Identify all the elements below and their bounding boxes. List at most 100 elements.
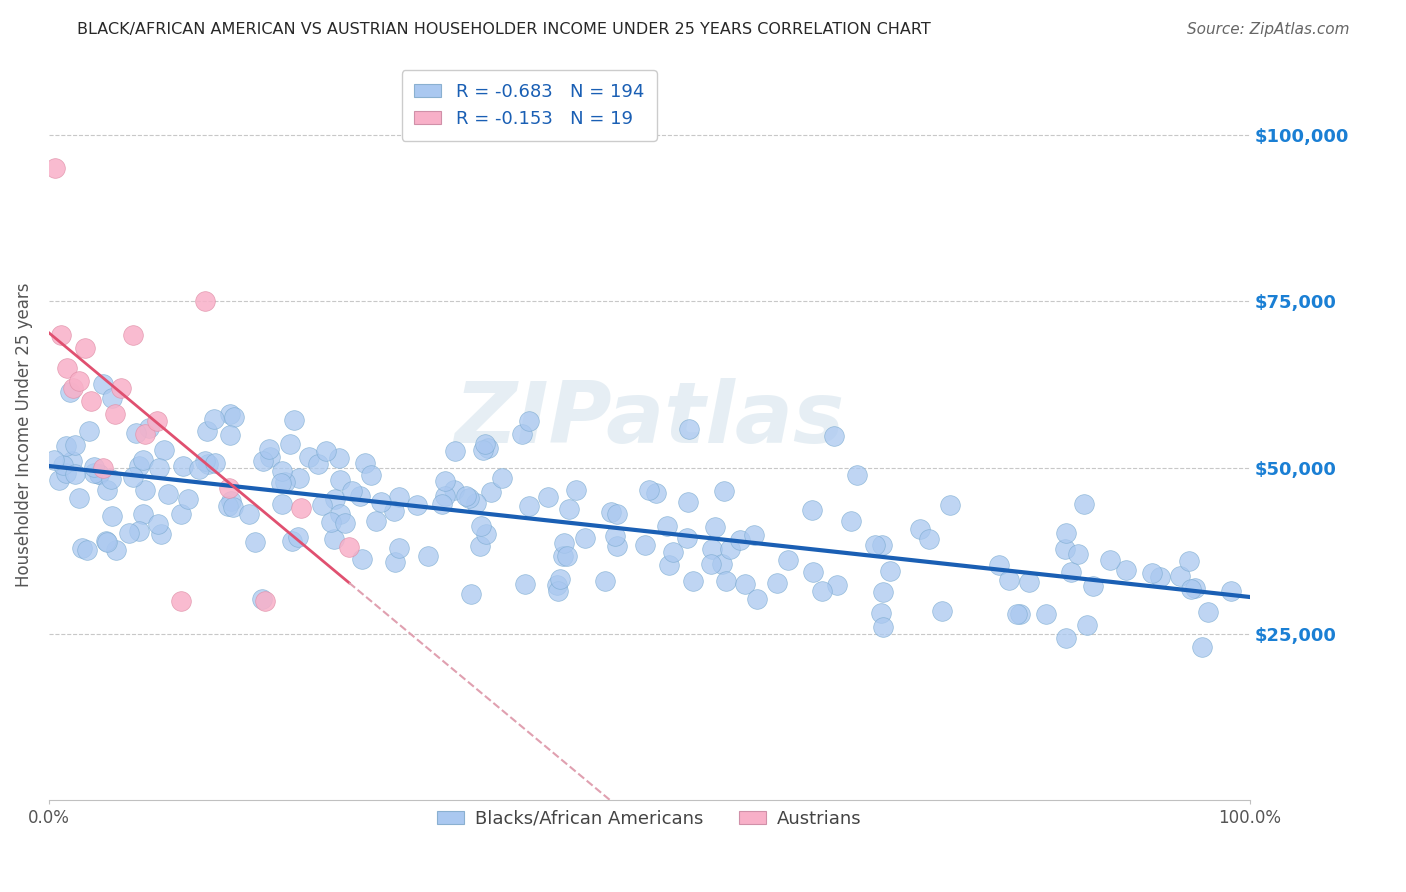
Point	[73, 341, 96, 355]
Point	[148, 516, 170, 531]
Point	[678, 495, 700, 509]
Point	[138, 421, 160, 435]
Point	[370, 495, 392, 509]
Point	[1178, 554, 1201, 568]
Point	[328, 450, 350, 465]
Point	[91, 460, 114, 475]
Point	[77, 424, 100, 438]
Point	[100, 472, 122, 486]
Point	[553, 536, 575, 550]
Point	[280, 437, 302, 451]
Point	[44, 453, 66, 467]
Point	[152, 443, 174, 458]
Point	[352, 551, 374, 566]
Point	[1007, 607, 1029, 622]
Point	[574, 532, 596, 546]
Point	[219, 407, 242, 421]
Point	[307, 458, 329, 472]
Point	[63, 467, 86, 482]
Point	[998, 573, 1021, 587]
Point	[1197, 605, 1219, 619]
Point	[219, 494, 242, 508]
Point	[177, 491, 200, 506]
Point	[55, 466, 77, 480]
Point	[254, 593, 277, 607]
Point	[477, 441, 499, 455]
Point	[311, 498, 333, 512]
Point	[517, 499, 540, 513]
Point	[197, 457, 219, 471]
Point	[87, 467, 110, 482]
Point	[353, 456, 375, 470]
Point	[87, 467, 110, 482]
Point	[444, 443, 467, 458]
Point	[270, 475, 292, 490]
Point	[245, 534, 267, 549]
Point	[132, 507, 155, 521]
Point	[551, 549, 574, 564]
Point	[637, 483, 659, 497]
Point	[517, 414, 540, 428]
Point	[558, 502, 581, 516]
Point	[1054, 525, 1077, 540]
Point	[49, 327, 72, 342]
Point	[839, 514, 862, 528]
Point	[222, 409, 245, 424]
Point	[335, 516, 357, 530]
Point	[62, 381, 84, 395]
Point	[194, 294, 217, 309]
Point	[700, 542, 723, 557]
Point	[457, 491, 479, 506]
Point	[329, 508, 352, 522]
Point	[605, 529, 627, 543]
Point	[845, 467, 868, 482]
Point	[96, 483, 118, 497]
Point	[83, 459, 105, 474]
Point	[281, 534, 304, 549]
Point	[134, 483, 156, 497]
Point	[388, 541, 411, 555]
Point	[800, 503, 823, 517]
Point	[91, 376, 114, 391]
Point	[474, 526, 496, 541]
Point	[1219, 583, 1241, 598]
Point	[217, 500, 239, 514]
Point	[384, 504, 406, 518]
Point	[125, 426, 148, 441]
Point	[676, 531, 699, 545]
Point	[1099, 553, 1122, 567]
Point	[194, 454, 217, 468]
Point	[471, 443, 494, 458]
Point	[456, 490, 478, 504]
Point	[202, 412, 225, 426]
Point	[734, 577, 756, 591]
Point	[122, 327, 145, 342]
Point	[908, 522, 931, 536]
Point	[70, 541, 93, 555]
Point	[918, 532, 941, 546]
Point	[606, 539, 628, 553]
Point	[1191, 640, 1213, 654]
Point	[218, 481, 240, 495]
Point	[720, 542, 742, 557]
Point	[150, 527, 173, 541]
Point	[172, 458, 194, 473]
Point	[470, 519, 492, 533]
Point	[83, 467, 105, 481]
Point	[1076, 617, 1098, 632]
Point	[633, 539, 655, 553]
Text: ZIPatlas: ZIPatlas	[454, 378, 845, 461]
Point	[110, 381, 132, 395]
Point	[118, 525, 141, 540]
Point	[80, 394, 103, 409]
Point	[479, 484, 502, 499]
Point	[1180, 582, 1202, 597]
Point	[283, 413, 305, 427]
Point	[811, 583, 834, 598]
Point	[238, 507, 260, 521]
Point	[1168, 569, 1191, 583]
Point	[288, 471, 311, 485]
Point	[1060, 565, 1083, 579]
Point	[870, 538, 893, 552]
Point	[55, 439, 77, 453]
